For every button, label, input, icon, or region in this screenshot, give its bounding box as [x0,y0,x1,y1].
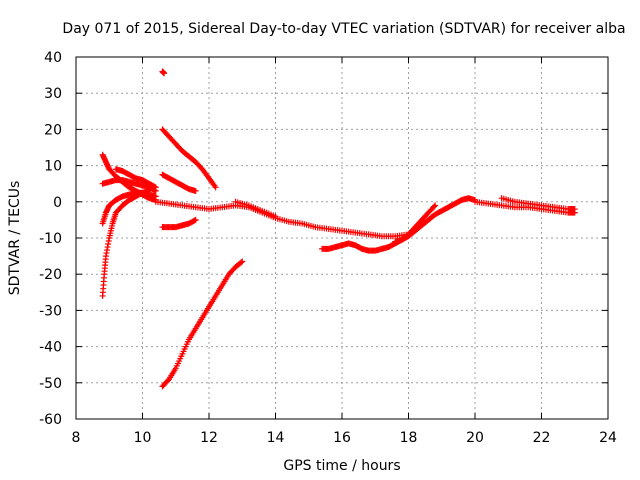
data-point [152,184,159,191]
x-tick-label: 8 [72,430,81,446]
data-point [191,217,198,224]
series-track-p-tail [498,195,578,213]
data-point [161,70,168,77]
data-point [432,202,439,209]
y-tick-label: -40 [39,340,62,356]
series-track-i-upper-right [159,126,219,191]
y-tick-label: 30 [44,86,62,102]
data-point [152,193,159,200]
y-tick-label: -50 [39,376,62,392]
y-tick-label: 0 [53,195,62,211]
x-tick-label: 12 [200,430,218,446]
grid-lines [76,57,608,419]
x-tick-label: 22 [533,430,551,446]
x-tick-label: 18 [400,430,418,446]
data-point [239,258,246,265]
data-point [164,377,171,384]
data-point [238,259,245,266]
data-points [99,68,578,390]
x-tick-label: 10 [134,430,152,446]
data-point [192,216,199,223]
data-point [192,187,199,194]
y-tick-label: 20 [44,122,62,138]
y-tick-label: -60 [39,412,62,428]
data-point [212,184,219,191]
series-track-h-short [159,216,199,231]
y-tick-label: -20 [39,267,62,283]
series-track-f-mid [152,198,412,240]
series-track-g [232,198,279,220]
series-track-l-steep [159,258,246,390]
axis-ticks: 8 10 12 14 16 18 20 22 24 40 30 20 10 0 -10 -20 -30 -40 -5… [39,50,617,446]
x-tick-label: 24 [599,430,617,446]
x-axis-label: GPS time / hours [283,458,400,474]
series-track-d-low-start [99,189,159,227]
y-tick-label: 10 [44,159,62,175]
y-axis-label: SDTVAR / TECUs [7,181,23,296]
chart-title: Day 071 of 2015, Sidereal Day-to-day VTE… [62,21,625,37]
y-tick-label: -30 [39,303,62,319]
data-point [151,183,158,190]
data-point [571,206,578,213]
series-track-j [159,171,199,194]
data-point [430,203,437,210]
series-track-k-outlier [159,68,168,77]
x-tick-label: 16 [333,430,351,446]
data-point [272,213,279,220]
series-track-e-upper [112,166,159,191]
y-tick-label: 40 [44,50,62,66]
x-tick-label: 14 [267,430,285,446]
x-tick-label: 20 [466,430,484,446]
y-tick-label: -10 [39,231,62,247]
series-track-n-rise [392,195,478,245]
